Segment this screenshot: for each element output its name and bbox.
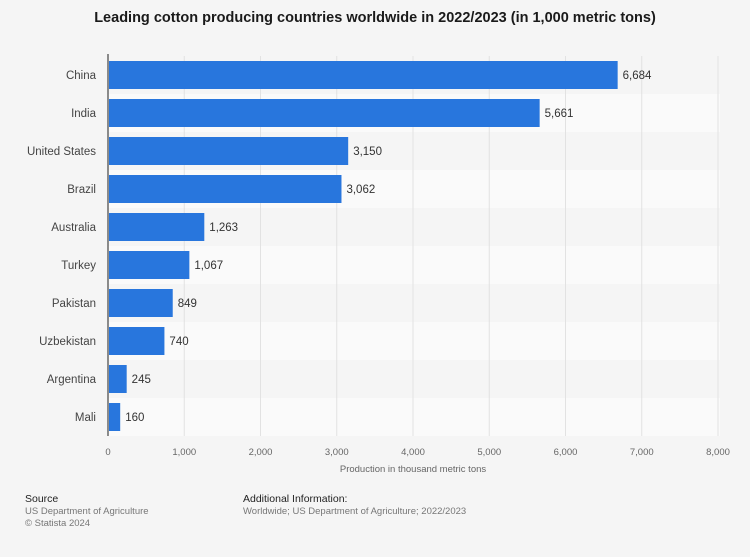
bar [109, 99, 540, 127]
info-text: Worldwide; US Department of Agriculture;… [243, 506, 467, 517]
bar [109, 365, 127, 393]
bar [109, 213, 205, 241]
row-band [108, 322, 720, 360]
row-band [108, 246, 720, 284]
category-label: Brazil [67, 184, 96, 196]
row-band [108, 398, 720, 436]
data-label: 3,150 [353, 146, 382, 158]
bar [109, 327, 165, 355]
x-tick-label: 7,000 [630, 447, 654, 458]
category-label: Argentina [47, 374, 97, 386]
x-tick-label: 6,000 [554, 447, 578, 458]
bar [109, 175, 342, 203]
x-axis-label: Production in thousand metric tons [340, 464, 487, 475]
category-label: United States [27, 146, 96, 158]
bar [109, 289, 173, 317]
bar [109, 61, 618, 89]
chart-title: Leading cotton producing countries world… [94, 10, 656, 26]
data-label: 740 [169, 336, 188, 348]
x-tick-label: 8,000 [706, 447, 730, 458]
category-label: Turkey [61, 260, 96, 272]
data-label: 160 [125, 412, 144, 424]
source-text: US Department of Agriculture [25, 506, 149, 517]
x-tick-label: 3,000 [325, 447, 349, 458]
x-tick-label: 0 [105, 447, 110, 458]
data-label: 849 [178, 298, 197, 310]
data-label: 6,684 [623, 70, 652, 82]
info-heading: Additional Information: [243, 493, 348, 505]
bar [109, 137, 349, 165]
bar [109, 251, 190, 279]
category-label: Australia [51, 222, 96, 234]
x-tick-label: 1,000 [172, 447, 196, 458]
data-label: 3,062 [346, 184, 375, 196]
source-block: Source US Department of Agriculture © St… [25, 493, 149, 530]
data-label: 5,661 [545, 108, 574, 120]
copyright: © Statista 2024 [25, 518, 91, 529]
category-label: Pakistan [52, 298, 96, 310]
category-label: India [71, 108, 97, 120]
x-tick-label: 2,000 [249, 447, 273, 458]
data-label: 1,263 [209, 222, 238, 234]
data-label: 1,067 [194, 260, 223, 272]
x-tick-label: 5,000 [477, 447, 501, 458]
data-label: 245 [132, 374, 151, 386]
source-heading: Source [25, 493, 59, 505]
additional-info-block: Additional Information: Worldwide; US De… [243, 493, 466, 518]
category-label: China [66, 70, 97, 82]
bar [109, 403, 121, 431]
x-tick-label: 4,000 [401, 447, 425, 458]
category-label: Uzbekistan [39, 336, 96, 348]
category-label: Mali [75, 412, 96, 424]
